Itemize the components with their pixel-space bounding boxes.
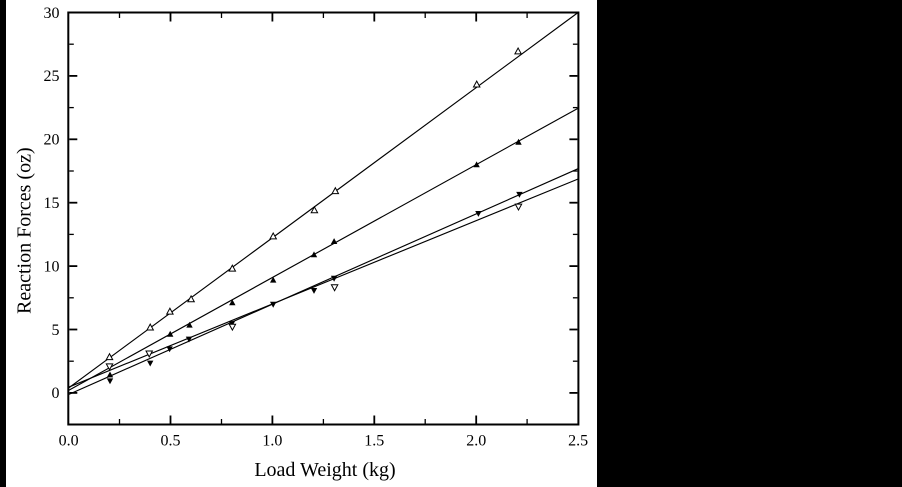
svg-text:15: 15 <box>44 195 60 212</box>
svg-text:2.0: 2.0 <box>466 433 486 450</box>
svg-text:0: 0 <box>52 385 60 402</box>
svg-text:Load Weight (kg): Load Weight (kg) <box>254 459 395 481</box>
svg-text:1.0: 1.0 <box>262 433 282 450</box>
svg-text:20: 20 <box>44 132 60 149</box>
svg-text:5: 5 <box>52 322 60 339</box>
svg-text:30: 30 <box>44 5 60 22</box>
svg-text:0.5: 0.5 <box>161 433 181 450</box>
svg-text:2.5: 2.5 <box>568 433 588 450</box>
svg-text:1.5: 1.5 <box>364 433 384 450</box>
svg-text:25: 25 <box>44 68 60 85</box>
svg-text:10: 10 <box>44 258 60 275</box>
svg-text:Reaction Forces (oz): Reaction Forces (oz) <box>14 147 36 314</box>
svg-text:0.0: 0.0 <box>59 433 79 450</box>
